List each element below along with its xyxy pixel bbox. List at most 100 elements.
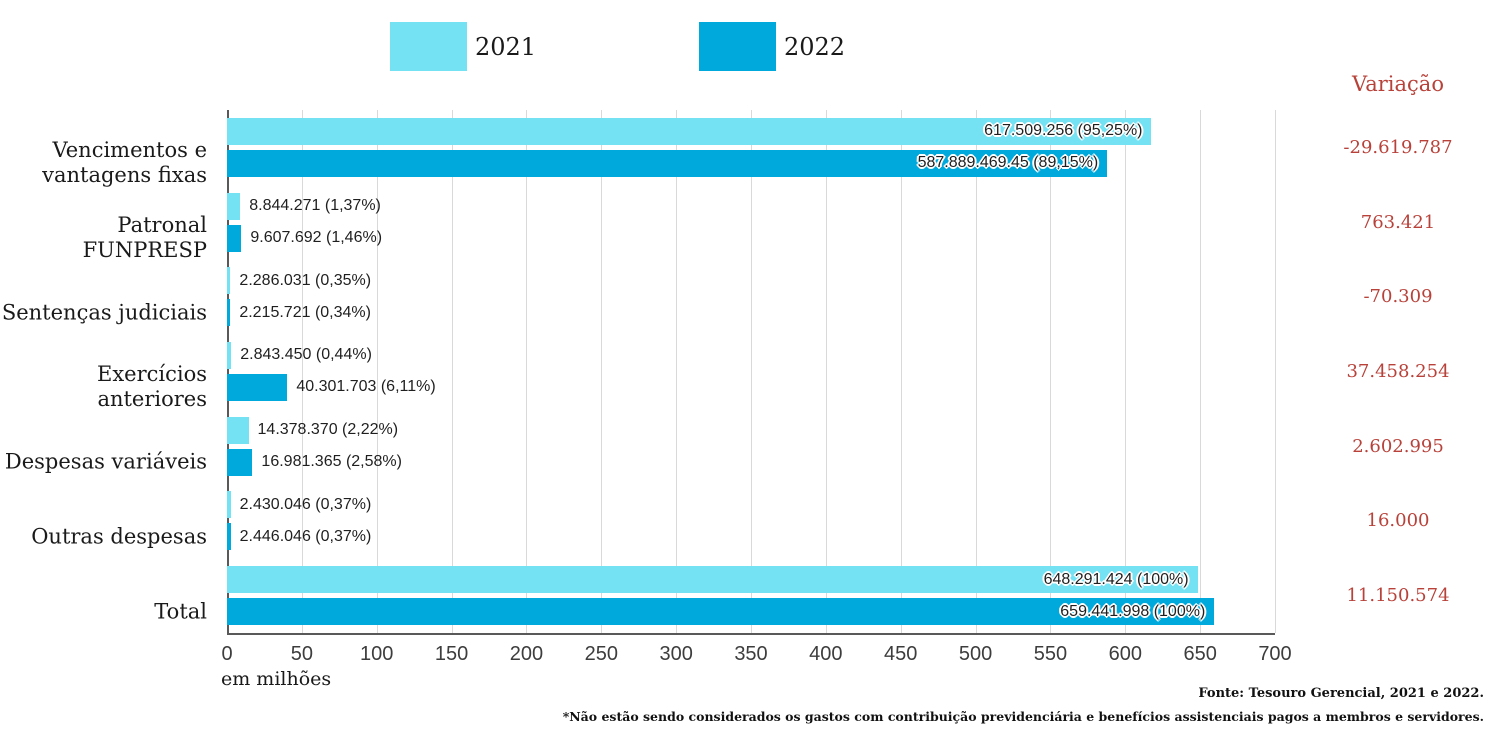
x-tick-label: 250 xyxy=(584,643,618,665)
bar-value-label: 2.843.450 (0,44%) xyxy=(240,346,372,364)
source-note: Fonte: Tesouro Gerencial, 2021 e 2022. xyxy=(1198,686,1484,701)
legend-label: 2022 xyxy=(784,32,846,61)
bar-2022 xyxy=(227,373,288,401)
category-row: Sentenças judiciais xyxy=(0,259,207,334)
x-axis-unit-label: em milhões xyxy=(221,668,332,690)
legend-swatch-icon xyxy=(390,22,467,71)
bar-track: 2.843.450 (0,44%) xyxy=(227,341,1275,369)
bar-track: 40.301.703 (6,11%) xyxy=(227,373,1275,401)
bar-track: 2.286.031 (0,35%) xyxy=(227,267,1275,295)
gridline xyxy=(301,110,303,633)
bar-value-label: 2.430.046 (0,37%) xyxy=(239,495,372,513)
bar-2022 xyxy=(227,523,231,551)
legend-label: 2021 xyxy=(475,32,537,61)
plot-area: 617.509.256 (95,25%) 587.889.469.45 (89,1… xyxy=(227,110,1276,635)
variation-column: -29.619.787 763.421 -70.309 37.458.254 2.602… xyxy=(1320,110,1476,633)
bar-track: 2.430.046 (0,37%) xyxy=(227,491,1275,519)
category-label: Vencimentos e vantagens fixas xyxy=(42,138,207,188)
gridline xyxy=(900,110,902,633)
variation-row: 37.458.254 xyxy=(1320,334,1476,409)
bar-value-label: 648.291.424 (100%) xyxy=(1043,570,1189,588)
bar-2021 xyxy=(227,341,232,369)
x-tick-label: 300 xyxy=(659,643,693,665)
variation-value: 763.421 xyxy=(1360,211,1436,233)
bar-track: 2.446.046 (0,37%) xyxy=(227,523,1275,551)
variation-value: -70.309 xyxy=(1363,286,1433,308)
gridline xyxy=(451,110,453,633)
x-tick-label: 650 xyxy=(1183,643,1217,665)
bar-track: 587.889.469.45 (89,15%) xyxy=(227,149,1275,177)
category-label: Exercícios anteriores xyxy=(96,362,207,412)
bar-value-label: 659.441.998 (100%) xyxy=(1060,602,1206,620)
legend-item-2021: 2021 xyxy=(390,22,536,71)
bar-group-row: 648.291.424 (100%) 659.441.998 (100%) xyxy=(227,558,1275,633)
bar-track: 9.607.692 (1,46%) xyxy=(227,224,1275,252)
bar-2022 xyxy=(227,448,253,476)
bar-2021 xyxy=(227,566,1198,594)
variation-row: 2.602.995 xyxy=(1320,409,1476,484)
gridline xyxy=(825,110,827,633)
bar-group-row: 14.378.370 (2,22%) 16.981.365 (2,58%) xyxy=(227,409,1275,484)
category-label: Outras despesas xyxy=(31,524,207,549)
bar-value-label: 2.446.046 (0,37%) xyxy=(239,527,372,545)
bar-group-row: 8.844.271 (1,37%) 9.607.692 (1,46%) xyxy=(227,185,1275,260)
gridline xyxy=(526,110,528,633)
category-label-column: Vencimentos e vantagens fixas Patronal FUN… xyxy=(0,110,207,633)
variation-value: 16.000 xyxy=(1366,510,1430,532)
x-tick-label: 450 xyxy=(884,643,918,665)
bar-value-label: 2.286.031 (0,35%) xyxy=(239,271,372,289)
bar-2021 xyxy=(227,192,241,220)
bar-value-label: 8.844.271 (1,37%) xyxy=(249,197,381,215)
variation-column-header: Variação xyxy=(1352,72,1444,96)
gridline xyxy=(751,110,752,633)
x-tick-label: 700 xyxy=(1258,643,1292,665)
bar-group-row: 2.430.046 (0,37%) 2.446.046 (0,37%) xyxy=(227,484,1275,559)
y-axis-line xyxy=(227,110,229,633)
x-tick-label: 200 xyxy=(509,643,544,665)
bar-track: 617.509.256 (95,25%) xyxy=(227,117,1275,145)
category-label: Despesas variáveis xyxy=(4,449,207,474)
bar-2022 xyxy=(227,224,242,252)
x-tick-label: 50 xyxy=(290,643,313,665)
category-row: Patronal FUNPRESP xyxy=(0,185,207,263)
gridline xyxy=(1275,110,1276,633)
legend-item-2022: 2022 xyxy=(699,22,845,71)
bar-track: 16.981.365 (2,58%) xyxy=(227,448,1275,476)
bar-group-row: 2.286.031 (0,35%) 2.215.721 (0,34%) xyxy=(227,259,1275,334)
bar-2021 xyxy=(227,416,249,444)
category-label: Patronal FUNPRESP xyxy=(82,213,207,263)
variation-row: -70.309 xyxy=(1320,259,1476,334)
variation-value: 11.150.574 xyxy=(1346,585,1450,607)
bar-value-label: 16.981.365 (2,58%) xyxy=(261,453,402,471)
bar-track: 14.378.370 (2,22%) xyxy=(227,416,1275,444)
bar-value-label: 9.607.692 (1,46%) xyxy=(250,229,383,247)
category-row: Vencimentos e vantagens fixas xyxy=(0,110,207,188)
bar-track: 8.844.271 (1,37%) xyxy=(227,192,1275,220)
bar-track: 648.291.424 (100%) xyxy=(227,566,1275,594)
x-tick-label: 100 xyxy=(360,643,394,665)
category-row: Outras despesas xyxy=(0,484,207,559)
bar-value-label: 40.301.703 (6,11%) xyxy=(296,378,436,396)
category-row: Exercícios anteriores xyxy=(0,334,207,412)
bar-2021 xyxy=(227,491,231,519)
bar-group-row: 617.509.256 (95,25%) 587.889.469.45 (89,1… xyxy=(227,110,1275,185)
gridline xyxy=(601,110,603,633)
x-tick-label: 150 xyxy=(434,643,469,665)
bar-2022 xyxy=(227,299,231,327)
gridline xyxy=(1200,110,1202,633)
bar-track: 2.215.721 (0,34%) xyxy=(227,299,1275,327)
bar-value-label: 617.509.256 (95,25%) xyxy=(984,122,1143,140)
footnote: *Não estão sendo considerados os gastos … xyxy=(562,709,1484,724)
gridline xyxy=(975,110,977,633)
variation-value: 37.458.254 xyxy=(1346,360,1450,382)
variation-row: -29.619.787 xyxy=(1320,110,1476,185)
variation-row: 11.150.574 xyxy=(1320,558,1476,633)
bar-2022 xyxy=(227,598,1215,626)
gridline xyxy=(1125,110,1127,633)
gridline xyxy=(1050,110,1052,633)
bar-value-label: 14.378.370 (2,22%) xyxy=(257,421,399,439)
bar-track: 659.441.998 (100%) xyxy=(227,598,1275,626)
legend-swatch-icon xyxy=(699,22,776,71)
bar-group-row: 2.843.450 (0,44%) 40.301.703 (6,11%) xyxy=(227,334,1275,409)
